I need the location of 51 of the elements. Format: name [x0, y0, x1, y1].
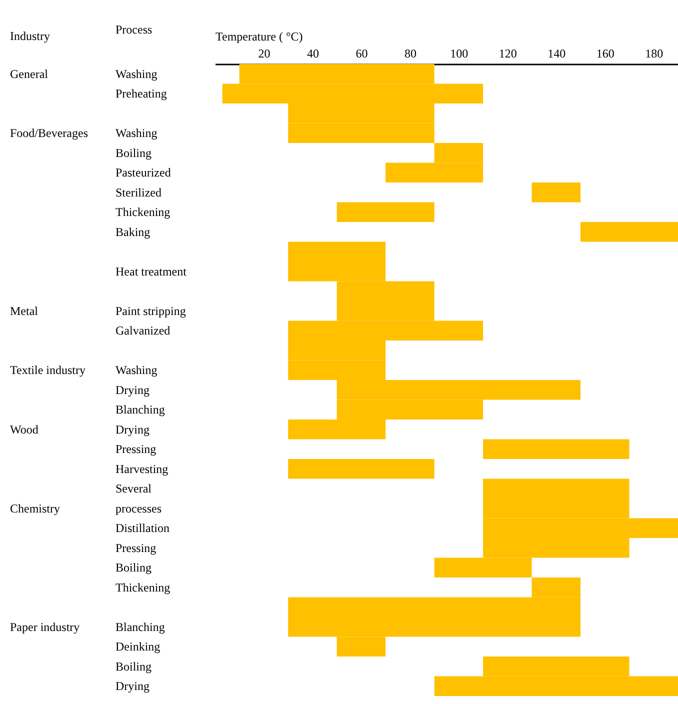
x-tick-label: 80 — [404, 46, 416, 60]
y-tick-label: Pasteurized — [116, 166, 171, 180]
x-tick-label: 120 — [498, 46, 517, 60]
y-tick-label: Thickening — [116, 580, 170, 594]
y-axis-title: Process — [116, 22, 152, 36]
bar — [336, 202, 434, 222]
y-tick-label: Several — [116, 482, 152, 496]
x-tick-label: 100 — [450, 46, 468, 60]
x-tick-label: 20 — [258, 46, 270, 60]
y-tick-label: processes — [116, 501, 162, 516]
y-tick-label: Washing — [116, 126, 158, 140]
x-axis-title: Temperature ( °C) — [216, 30, 303, 44]
y-tick-label: Deinking — [116, 640, 160, 654]
y-tick-label: Pressing — [116, 540, 156, 555]
y-tick-label: Paint stripping — [116, 304, 186, 318]
y-tick-label: Drying — [116, 382, 150, 397]
y-tick-label: Heat treatment — [116, 264, 188, 278]
bar — [532, 182, 581, 202]
y-tick-label: Boiling — [116, 560, 152, 575]
y-tick-label: Drying — [116, 679, 150, 694]
y-tick-label: Sterilized — [116, 185, 162, 200]
y-tick-label: Thickening — [116, 205, 170, 220]
y-tick-label: Drying — [116, 422, 150, 436]
text: Industry — [10, 29, 50, 43]
y-tick-label: Pressing — [116, 442, 156, 456]
y-tick-label: Blanching — [116, 402, 165, 417]
text: Paper industry — [10, 620, 80, 634]
y-tick-label: Galvanized — [116, 324, 170, 338]
y-tick-label: Baking — [116, 224, 150, 239]
x-tick-label: 60 — [356, 46, 368, 60]
text: General — [10, 66, 49, 81]
bar — [580, 222, 678, 242]
x-tick-label: 180 — [645, 46, 664, 60]
y-tick-label: Boiling — [116, 146, 152, 160]
text: Metal — [10, 304, 39, 318]
bar — [288, 459, 434, 479]
y-tick-label: Boiling — [116, 659, 152, 674]
text: Textile industry — [10, 363, 86, 378]
y-tick-label: Blanching — [116, 620, 165, 634]
bar — [483, 439, 630, 459]
y-tick-label: Distillation — [116, 521, 170, 536]
x-tick-label: 160 — [596, 46, 614, 60]
y-tick-label: Preheating — [116, 86, 167, 101]
text: Wood — [10, 422, 38, 436]
x-tick-label: 40 — [306, 46, 319, 60]
y-tick-label: Washing — [116, 363, 158, 378]
y-tick-label: Harvesting — [116, 462, 168, 476]
y-tick-label: Washing — [116, 66, 158, 81]
x-tick-label: 140 — [548, 46, 566, 60]
text: Chemistry — [10, 501, 60, 516]
text: Food/Beverages — [10, 126, 88, 140]
